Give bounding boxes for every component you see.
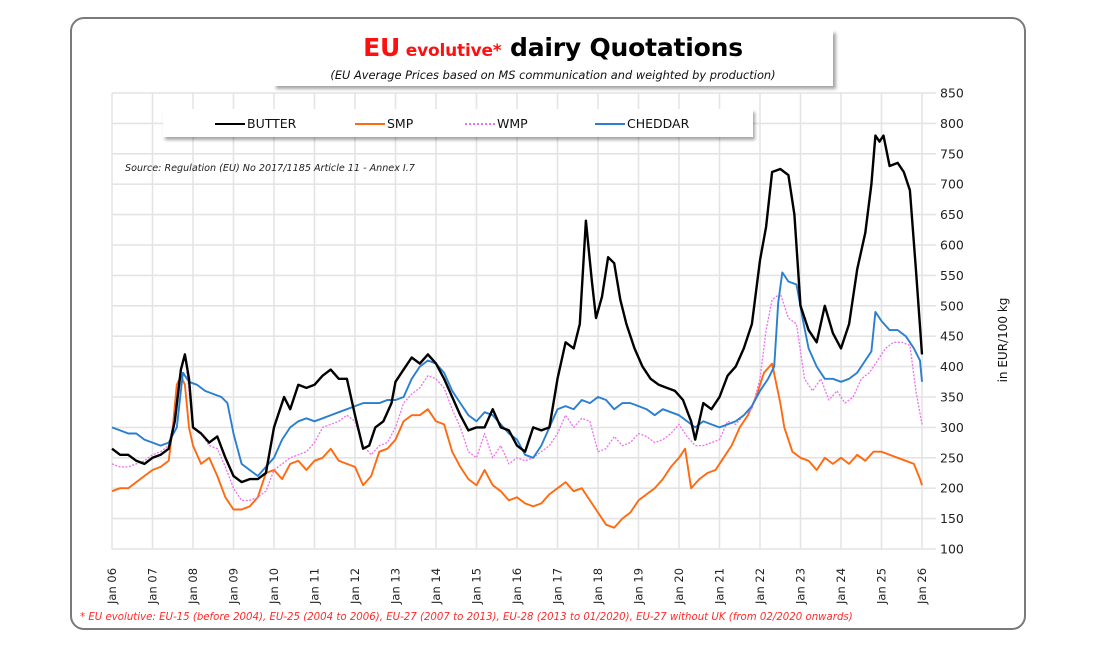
- y-tick-label: 450: [940, 329, 964, 344]
- legend-item-butter: BUTTER: [215, 116, 296, 131]
- series-line-butter: [111, 134, 924, 484]
- grid: [111, 92, 936, 550]
- x-tick-label: Jan 14: [429, 568, 443, 605]
- legend-item-cheddar: CHEDDAR: [595, 116, 689, 131]
- legend-label-cheddar: CHEDDAR: [627, 116, 690, 131]
- y-tick-label: 250: [940, 450, 964, 465]
- x-tick-label: Jan 16: [510, 568, 524, 605]
- title-box: EU evolutive* dairy Quotations (EU Avera…: [273, 30, 833, 86]
- x-tick-label: Jan 21: [713, 568, 727, 605]
- y-tick-label: 100: [940, 542, 964, 557]
- x-tick-label: Jan 06: [105, 568, 119, 605]
- x-tick-label: Jan 18: [591, 568, 605, 605]
- legend-item-wmp: WMP: [465, 116, 528, 131]
- x-tick-label: Jan 19: [632, 568, 646, 605]
- series-layer: [111, 134, 924, 529]
- x-tick-label: Jan 24: [834, 568, 848, 605]
- y-tick-label: 850: [940, 86, 964, 101]
- y-tick-label: 150: [940, 511, 964, 526]
- legend-swatch-cheddar: [595, 122, 625, 125]
- title-evolutive: evolutive*: [400, 41, 502, 61]
- y-axis-ticks: 100 150 200 250 300 350 400 450 500 550 600 650 700 7…: [940, 86, 964, 557]
- y-tick-label: 700: [940, 177, 964, 192]
- legend-swatch-smp: [355, 122, 385, 125]
- y-tick-label: 300: [940, 420, 964, 435]
- series-line-smp: [111, 362, 923, 529]
- x-tick-label: Jan 13: [389, 568, 403, 605]
- y-tick-label: 550: [940, 268, 964, 283]
- x-tick-label: Jan 10: [267, 568, 281, 605]
- footnote: * EU evolutive: EU-15 (before 2004), EU-…: [80, 612, 853, 623]
- legend-label-wmp: WMP: [497, 116, 528, 131]
- title-eu: EU: [363, 33, 401, 62]
- chart-title: EU evolutive* dairy Quotations: [273, 32, 833, 67]
- x-tick-label: Jan 23: [794, 568, 808, 605]
- y-tick-label: 600: [940, 238, 964, 253]
- legend: BUTTER SMP WMP CHEDDAR: [163, 109, 753, 137]
- x-tick-label: Jan 11: [308, 568, 322, 605]
- legend-item-smp: SMP: [355, 116, 413, 131]
- y-tick-label: 750: [940, 146, 964, 161]
- x-tick-label: Jan 15: [470, 568, 484, 605]
- x-tick-label: Jan 17: [551, 568, 565, 605]
- y-tick-label: 200: [940, 481, 964, 496]
- y-tick-label: 350: [940, 390, 964, 405]
- x-tick-label: Jan 26: [915, 568, 929, 605]
- x-tick-label: Jan 12: [348, 568, 362, 605]
- legend-swatch-wmp: [465, 122, 495, 125]
- x-tick-label: Jan 08: [186, 568, 200, 605]
- y-tick-label: 650: [940, 207, 964, 222]
- chart-subtitle: (EU Average Prices based on MS communica…: [330, 68, 776, 82]
- x-tick-label: Jan 22: [753, 568, 767, 605]
- x-tick-label: Jan 09: [227, 568, 241, 605]
- x-tick-label: Jan 07: [146, 568, 160, 605]
- x-tick-label: Jan 20: [672, 568, 686, 605]
- x-axis-ticks: Jan 06 Jan 07 Jan 08 Jan 09 Jan 10 Jan 11 Jan …: [105, 568, 929, 605]
- x-tick-label: Jan 25: [875, 568, 889, 605]
- series-line-wmp: [111, 292, 923, 502]
- title-dairy-quotations: dairy Quotations: [501, 33, 743, 62]
- y-tick-label: 400: [940, 359, 964, 374]
- legend-label-butter: BUTTER: [247, 116, 297, 131]
- y-tick-label: 800: [940, 116, 964, 131]
- legend-swatch-butter: [215, 122, 245, 125]
- y-tick-label: 500: [940, 298, 964, 313]
- y-axis-label: in EUR/100 kg: [996, 297, 1010, 383]
- source-note: Source: Regulation (EU) No 2017/1185 Art…: [125, 163, 415, 174]
- legend-label-smp: SMP: [387, 116, 414, 131]
